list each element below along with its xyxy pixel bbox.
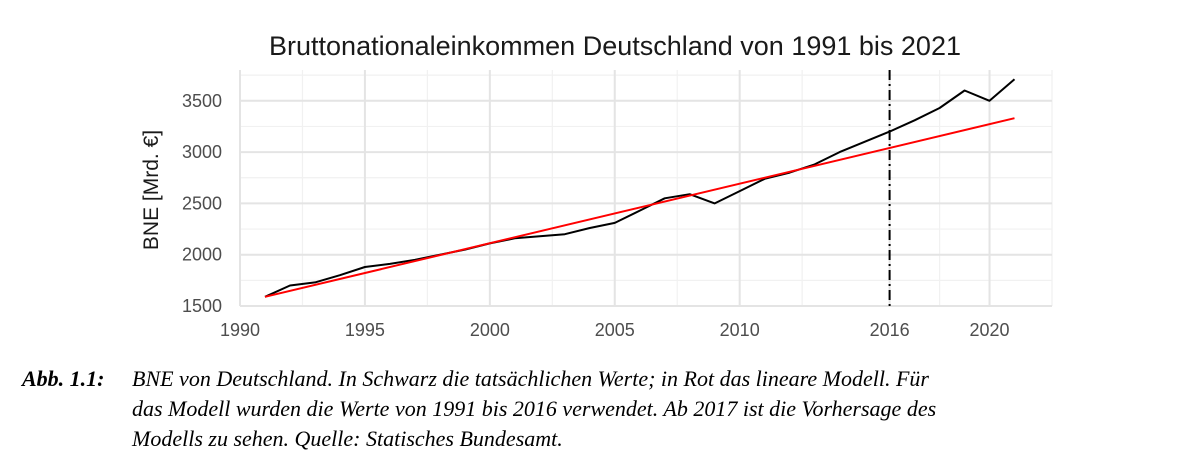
x-tick-label: 1995 xyxy=(345,320,385,340)
y-tick-label: 3000 xyxy=(182,142,222,162)
chart-title: Bruttonationaleinkommen Deutschland von … xyxy=(269,31,961,61)
caption-line-1: BNE von Deutschland. In Schwarz die tats… xyxy=(132,366,929,391)
y-axis-label: BNE [Mrd. €] xyxy=(140,130,163,250)
x-tick-label: 1990 xyxy=(220,320,260,340)
linear-model-line xyxy=(264,117,1015,298)
x-tick-label: 2016 xyxy=(870,320,910,340)
x-tick-label: 2000 xyxy=(470,320,510,340)
y-tick-label: 3500 xyxy=(182,91,222,111)
y-tick-label: 1500 xyxy=(182,296,222,316)
bne-line-chart: Bruttonationaleinkommen Deutschland von … xyxy=(140,31,1053,340)
y-axis: 1500 2000 2500 3000 3500 xyxy=(182,91,222,316)
y-tick-label: 2000 xyxy=(182,245,222,265)
grid-lines xyxy=(239,70,1053,307)
caption-line-3: Modells zu sehen. Quelle: Statisches Bun… xyxy=(132,426,563,451)
caption-label: Abb. 1.1: xyxy=(22,366,105,391)
series-layer xyxy=(264,70,1016,306)
x-tick-label: 2005 xyxy=(595,320,635,340)
figure-caption: Abb. 1.1: BNE von Deutschland. In Schwarz… xyxy=(22,364,1172,454)
x-tick-label: 2020 xyxy=(970,320,1010,340)
actual-values-line xyxy=(264,78,1016,298)
x-tick-label: 2010 xyxy=(720,320,760,340)
x-axis: 1990 1995 2000 2005 2010 2016 2020 xyxy=(220,320,1010,340)
y-tick-label: 2500 xyxy=(182,193,222,213)
caption-line-2: das Modell wurden die Werte von 1991 bis… xyxy=(132,396,937,421)
